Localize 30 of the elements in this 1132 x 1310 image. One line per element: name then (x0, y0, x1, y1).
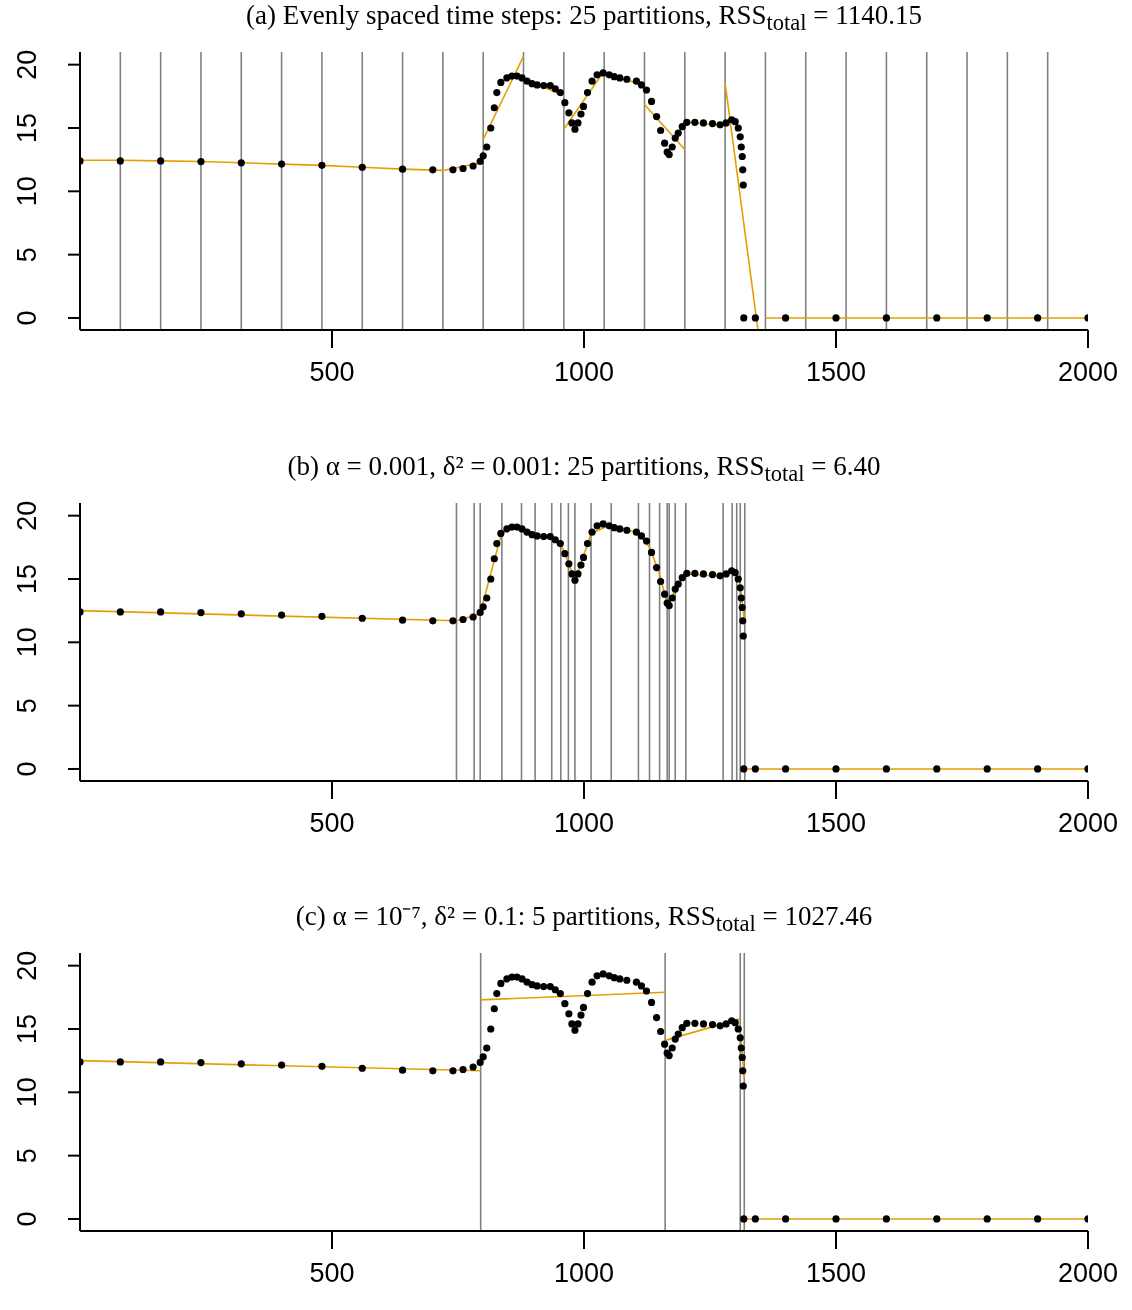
y-tick-label: 15 (12, 112, 42, 144)
x-tick-label: 1000 (553, 1258, 615, 1289)
x-tick-label: 1500 (805, 807, 867, 838)
x-tick-label: 500 (309, 1258, 355, 1289)
y-tick-label: 5 (12, 247, 42, 263)
y-tick-label: 0 (12, 760, 42, 776)
y-tick-label: 5 (12, 1148, 42, 1164)
x-tick-label: 2000 (1057, 1258, 1119, 1289)
y-tick-label: 0 (12, 1211, 42, 1227)
y-tick-label: 10 (12, 176, 42, 207)
y-tick-label: 15 (12, 1013, 42, 1045)
y-tick-label: 20 (12, 49, 42, 80)
chart-title: (a) Evenly spaced time steps: 25 partitions, RSS$_{total}$ = 1140.15 (245, 0, 923, 38)
y-tick-label: 10 (12, 626, 42, 657)
y-tick-label: 5 (12, 697, 42, 713)
x-tick-label: 2000 (1057, 357, 1119, 388)
y-tick-label: 15 (12, 563, 42, 594)
chart-title: (c) α = 10⁻⁷, δ² = 0.1: 5 partitions, RSS$_{total}$ = 1027.46 (294, 901, 874, 939)
x-tick-label: 1000 (553, 357, 615, 388)
chart-title: (b) α = 0.001, δ² = 0.001: 25 partitions, RSS$_{total}$ = 6.40 (286, 450, 882, 488)
y-tick-label: 10 (12, 1077, 42, 1108)
x-tick-label: 1000 (553, 807, 615, 838)
x-tick-label: 2000 (1057, 807, 1119, 838)
x-tick-label: 500 (309, 357, 355, 388)
y-tick-label: 20 (12, 950, 42, 981)
y-tick-label: 20 (12, 500, 42, 531)
y-tick-label: 0 (12, 310, 42, 326)
x-tick-label: 500 (309, 807, 355, 838)
x-tick-label: 1500 (805, 1258, 867, 1289)
x-tick-label: 1500 (805, 357, 867, 388)
